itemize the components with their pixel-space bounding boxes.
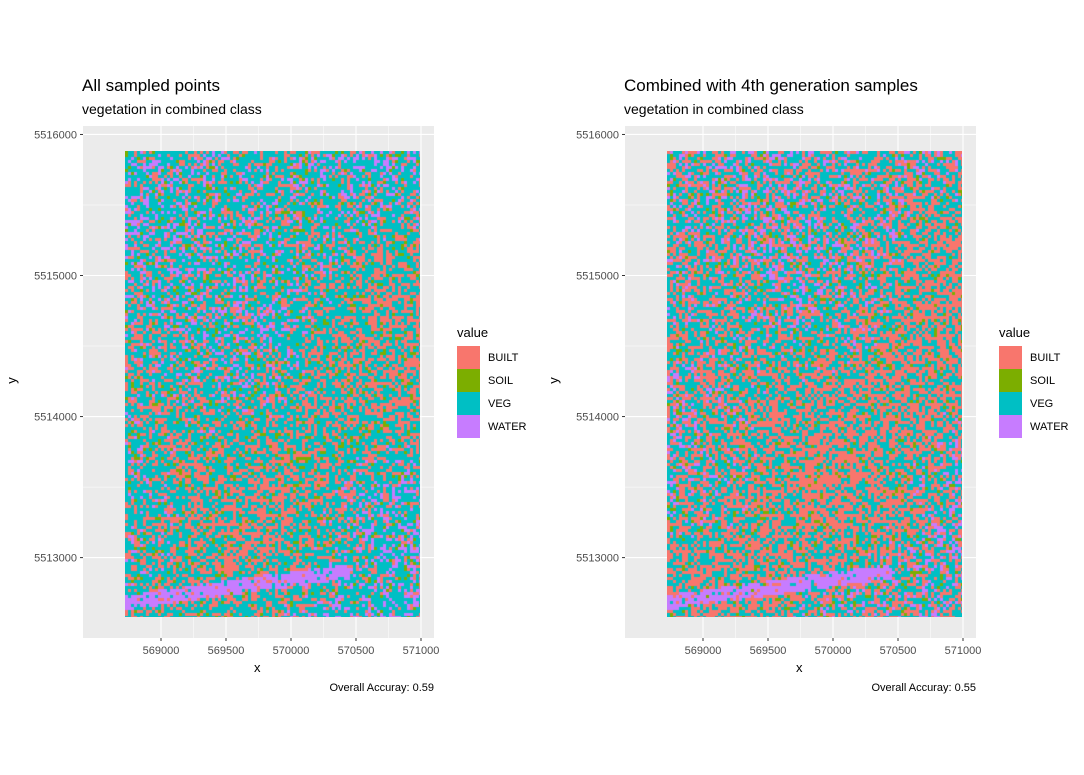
- legend-label: VEG: [1030, 397, 1054, 410]
- legend-key-veg: [999, 392, 1022, 415]
- y-axis-title: y: [545, 377, 561, 384]
- y-axis-title: y: [3, 377, 19, 384]
- legend-key-built: [999, 346, 1022, 369]
- chart-title: Combined with 4th generation samples: [624, 76, 918, 95]
- y-tick-label: 5515000: [34, 271, 77, 283]
- legend-key-soil: [999, 369, 1022, 392]
- x-tick-label: 571000: [945, 645, 982, 657]
- legend: value BUILT SOIL VEG WATER: [999, 325, 1069, 438]
- x-tick-label: 569500: [750, 645, 787, 657]
- y-tick-label: 5514000: [576, 412, 619, 424]
- chart-caption: Overall Accuray: 0.59: [329, 682, 434, 694]
- legend-label: VEG: [488, 397, 512, 410]
- chart-caption: Overall Accuray: 0.55: [871, 682, 976, 694]
- legend-label: SOIL: [488, 374, 514, 387]
- legend-item-soil: SOIL: [457, 369, 527, 392]
- classification-raster: [667, 151, 962, 617]
- legend-item-water: WATER: [457, 415, 527, 438]
- x-tick-label: 571000: [403, 645, 440, 657]
- legend-key-built: [457, 346, 480, 369]
- legend-label: BUILT: [488, 351, 519, 364]
- y-tick-label: 5516000: [576, 129, 619, 141]
- chart-panel-right: Combined with 4th generation samples veg…: [542, 0, 1084, 775]
- legend-item-water: WATER: [999, 415, 1069, 438]
- x-tick-label: 569000: [143, 645, 180, 657]
- legend-label: WATER: [1030, 420, 1069, 433]
- chart-subtitle: vegetation in combined class: [624, 101, 804, 117]
- legend-label: SOIL: [1030, 374, 1056, 387]
- x-tick-label: 570000: [273, 645, 310, 657]
- x-tick-label: 570500: [338, 645, 375, 657]
- x-axis-title: x: [796, 660, 803, 675]
- x-tick-label: 570000: [815, 645, 852, 657]
- legend-item-built: BUILT: [999, 346, 1069, 369]
- legend-title: value: [999, 325, 1031, 340]
- legend-key-water: [999, 415, 1022, 438]
- y-tick-label: 5513000: [576, 553, 619, 565]
- legend-title: value: [457, 325, 489, 340]
- legend: value BUILT SOIL VEG WATER: [457, 325, 527, 438]
- legend-label: BUILT: [1030, 351, 1061, 364]
- legend-key-veg: [457, 392, 480, 415]
- x-tick-label: 569500: [208, 645, 245, 657]
- legend-item-built: BUILT: [457, 346, 527, 369]
- y-tick-label: 5516000: [34, 129, 77, 141]
- legend-item-veg: VEG: [999, 392, 1069, 415]
- plot-area: 569000 569500 570000 570500 571000 5513000 551…: [34, 126, 440, 657]
- y-tick-label: 5514000: [34, 412, 77, 424]
- classification-raster: [125, 151, 420, 617]
- y-tick-label: 5515000: [576, 271, 619, 283]
- legend-key-water: [457, 415, 480, 438]
- chart-subtitle: vegetation in combined class: [82, 101, 262, 117]
- legend-label: WATER: [488, 420, 527, 433]
- x-axis-title: x: [254, 660, 261, 675]
- x-tick-label: 570500: [880, 645, 917, 657]
- chart-title: All sampled points: [82, 76, 220, 95]
- y-tick-label: 5513000: [34, 553, 77, 565]
- legend-key-soil: [457, 369, 480, 392]
- chart-panel-left: All sampled points vegetation in combine…: [3, 76, 527, 694]
- x-tick-label: 569000: [685, 645, 722, 657]
- legend-item-soil: SOIL: [999, 369, 1069, 392]
- plot-area: 569000 569500 570000 570500 571000 5513000 551…: [576, 126, 982, 657]
- legend-item-veg: VEG: [457, 392, 527, 415]
